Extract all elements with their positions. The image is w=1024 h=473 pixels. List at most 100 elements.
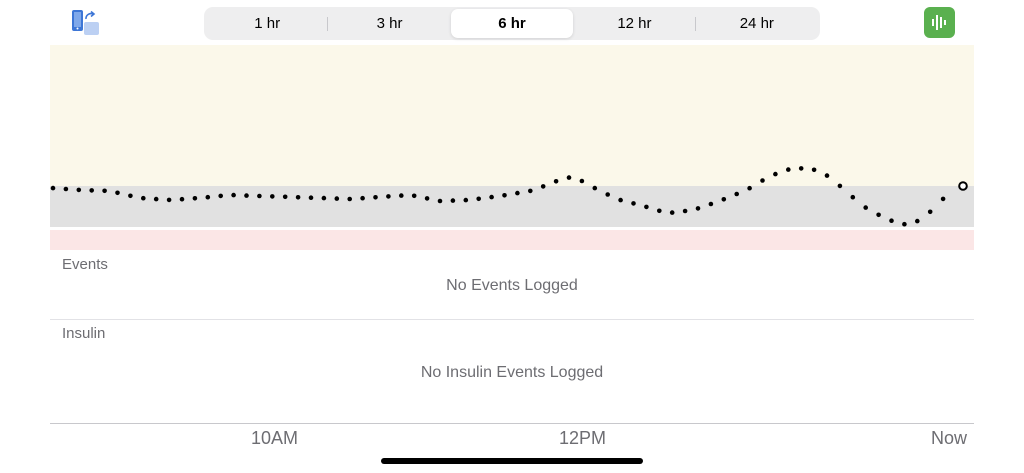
glucose-reading-dot [89,188,94,193]
glucose-reading-dot [850,194,856,200]
segment-12hr-label: 12 hr [617,15,652,32]
glucose-reading-dot [50,185,56,191]
segment-24hr-label: 24 hr [739,15,774,32]
glucose-reading-dot [540,184,546,189]
insulin-section-title: Insulin [62,325,106,342]
glucose-reading-dot [141,195,146,201]
segment-1hr-label: 1 hr [254,15,281,32]
glucose-reading-dot [682,208,688,214]
segment-6hr-label: 6 hr [498,15,526,32]
glucose-reading-dot [528,188,533,194]
glucose-reading-dot [179,196,185,202]
glucose-reading-dot [747,185,752,191]
glucose-reading-dot [502,193,507,198]
segment-1hr[interactable]: 1 hr [206,9,329,38]
glucose-reading-dot [360,195,365,201]
time-axis-line [50,423,974,424]
glucose-reading-dot [373,195,378,200]
glucose-reading-dot [876,212,881,218]
segment-24hr[interactable]: 24 hr [696,9,818,38]
glucose-reading-dot [695,206,701,211]
time-tick-10am: 10AM [251,428,299,448]
glucose-reading-dot [192,196,198,201]
glucose-reading-dot [811,167,817,173]
high-glucose-zone [50,45,974,186]
glucose-chart [50,45,974,250]
glucose-readings [50,166,968,227]
glucose-reading-dot [295,195,301,200]
events-section-title: Events [62,256,108,273]
glucose-reading-dot [837,183,843,189]
glucose-reading-dot [644,204,649,210]
glucose-reading-dot [321,195,327,201]
glucose-reading-dot [334,196,340,201]
glucose-reading-dot [708,201,714,207]
glucose-reading-dot [863,205,868,210]
glucose-reading-dot [63,186,69,192]
time-range-segmented-control: 1 hr 3 hr 6 hr 12 hr 24 hr [204,7,820,40]
glucose-reading-dot [115,190,120,196]
glucose-reading-dot [631,201,636,206]
glucose-reading-dot [450,198,456,203]
glucose-reading-dot [347,196,353,202]
home-indicator[interactable] [381,458,643,464]
glucose-reading-dot [618,197,623,203]
glucose-reading-dot [282,194,288,200]
latest-glucose-reading-marker [958,181,968,191]
rotate-device-icon [72,10,99,35]
segment-3hr[interactable]: 3 hr [328,9,450,38]
glucose-reading-dot [437,198,443,204]
glucose-reading-dot [386,194,391,199]
target-range-band [50,186,974,227]
glucose-reading-dot [515,190,520,196]
live-data-button[interactable] [924,7,955,38]
glucose-reading-dot [592,185,598,191]
glucose-reading-dot [102,188,107,194]
glucose-reading-dot [411,193,417,199]
glucose-reading-dot [798,166,804,171]
glucose-reading-dot [553,179,559,184]
glucose-reading-dot [308,195,314,200]
glucose-reading-dot [231,192,236,198]
glucose-reading-dot [244,193,249,198]
time-tick-now: Now [931,428,968,448]
glucose-reading-dot [721,197,727,202]
glucose-reading-dot [773,171,778,177]
segment-3hr-label: 3 hr [376,15,403,32]
waveform-icon [932,15,946,30]
events-empty-message: No Events Logged [446,277,578,294]
glucose-reading-dot [463,197,469,203]
glucose-reading-dot [579,178,585,184]
glucose-reading-dot [489,194,494,200]
glucose-reading-dot [915,218,920,224]
glucose-reading-dot [218,193,223,199]
glucose-reading-dot [270,194,275,199]
glucose-reading-dot [902,221,907,227]
segment-6hr[interactable]: 6 hr [450,9,574,38]
glucose-reading-dot [205,194,211,200]
segment-divider [694,17,696,31]
glucose-reading-dot [166,197,172,203]
glucose-reading-dot [566,175,572,180]
glucose-reading-dot [824,173,830,178]
insulin-empty-message: No Insulin Events Logged [420,364,604,381]
glucose-reading-dot [669,210,675,215]
glucose-reading-dot [424,196,430,201]
segment-divider [327,17,329,31]
section-divider [50,319,974,320]
glucose-reading-dot [605,192,610,197]
glucose-reading-dot [476,196,482,202]
glucose-reading-dot [786,167,791,172]
glucose-reading-dot [153,196,159,202]
glucose-reading-dot [257,193,262,199]
low-glucose-zone [50,230,974,250]
glucose-reading-dot [76,187,82,193]
glucose-reading-dot [734,191,739,197]
glucose-reading-dot [760,178,765,183]
time-tick-12pm: 12PM [559,428,607,448]
glucose-reading-dot [927,209,933,215]
segment-12hr[interactable]: 12 hr [573,9,696,38]
rotate-device-button[interactable] [70,9,100,37]
glucose-reading-dot [940,196,946,202]
glucose-reading-dot [128,193,133,199]
